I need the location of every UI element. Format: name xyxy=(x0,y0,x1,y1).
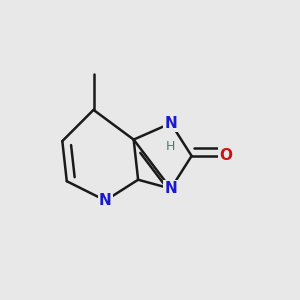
Text: H: H xyxy=(166,140,176,153)
Text: N: N xyxy=(99,193,112,208)
Text: N: N xyxy=(164,181,177,196)
Text: N: N xyxy=(164,116,177,131)
Text: O: O xyxy=(219,148,232,164)
